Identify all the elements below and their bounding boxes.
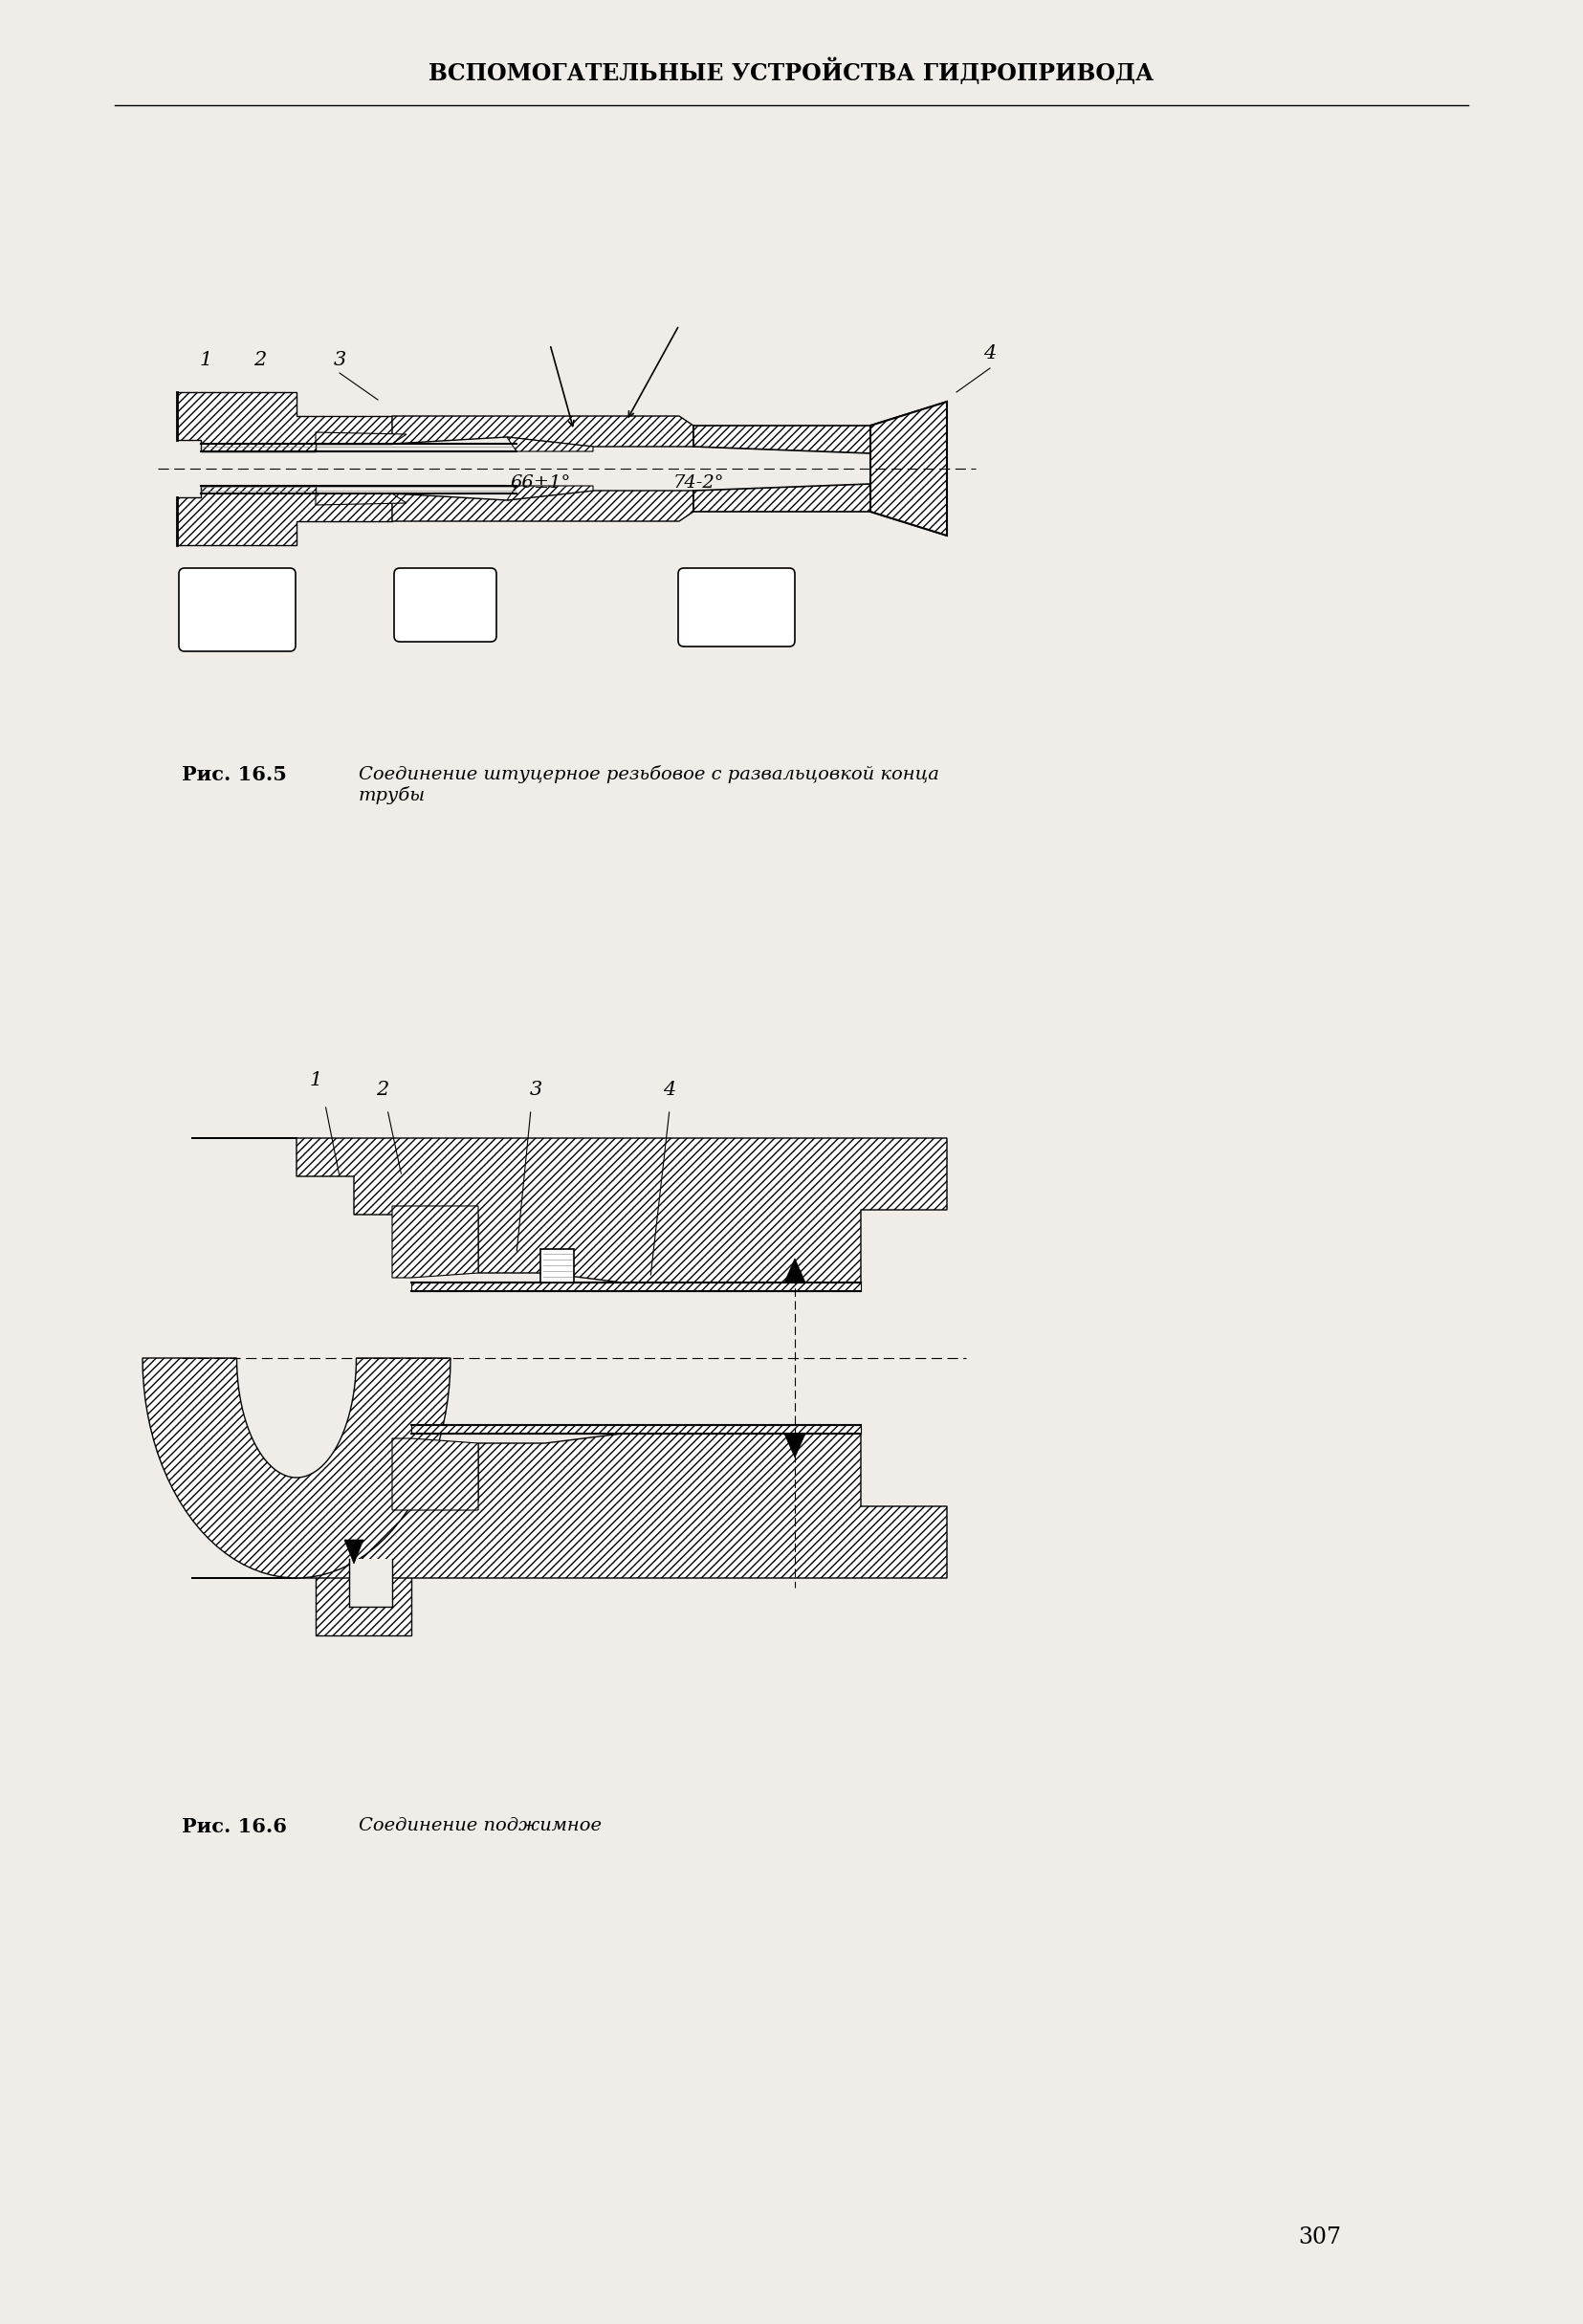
Polygon shape	[784, 1260, 806, 1283]
Text: 2: 2	[377, 1081, 389, 1099]
Polygon shape	[315, 1541, 412, 1636]
Text: 66±1°: 66±1°	[510, 474, 570, 493]
Polygon shape	[393, 490, 693, 521]
Polygon shape	[871, 402, 947, 535]
Polygon shape	[315, 432, 407, 444]
Text: 4: 4	[983, 344, 996, 363]
Polygon shape	[177, 393, 393, 451]
Text: Рис. 16.5: Рис. 16.5	[182, 765, 287, 783]
Text: Соединение поджимное: Соединение поджимное	[359, 1817, 602, 1834]
Text: 4: 4	[663, 1081, 676, 1099]
Text: 2: 2	[253, 351, 266, 370]
Polygon shape	[412, 1425, 861, 1434]
FancyBboxPatch shape	[179, 567, 296, 651]
Polygon shape	[345, 1541, 364, 1564]
Polygon shape	[393, 1206, 478, 1278]
Polygon shape	[393, 416, 693, 446]
Polygon shape	[393, 1439, 478, 1511]
Text: 3: 3	[529, 1081, 541, 1099]
Text: 3: 3	[332, 351, 347, 370]
FancyBboxPatch shape	[394, 567, 497, 641]
Polygon shape	[142, 1357, 451, 1578]
FancyBboxPatch shape	[678, 567, 795, 646]
Polygon shape	[507, 486, 594, 500]
Polygon shape	[315, 493, 407, 504]
Text: 307: 307	[1298, 2226, 1341, 2250]
Polygon shape	[192, 1429, 947, 1578]
Text: ВСПОМОГАТЕЛЬНЫЕ УСТРОЙСТВА ГИДРОПРИВОДА: ВСПОМОГАТЕЛЬНЫЕ УСТРОЙСТВА ГИДРОПРИВОДА	[429, 58, 1154, 86]
Polygon shape	[412, 1283, 861, 1292]
Polygon shape	[693, 402, 947, 469]
Bar	[540, 1248, 575, 1283]
Text: 1: 1	[309, 1071, 321, 1090]
Polygon shape	[784, 1434, 806, 1457]
Polygon shape	[693, 469, 947, 535]
Bar	[350, 1559, 393, 1606]
Polygon shape	[192, 1139, 947, 1285]
Polygon shape	[177, 486, 393, 546]
Text: 1: 1	[199, 351, 212, 370]
Text: 74-2°: 74-2°	[673, 474, 723, 493]
Polygon shape	[507, 437, 594, 451]
Text: Рис. 16.6: Рис. 16.6	[182, 1817, 287, 1836]
Text: Соединение штуцерное резьбовое с развальцовкой конца
трубы: Соединение штуцерное резьбовое с разваль…	[359, 765, 939, 804]
